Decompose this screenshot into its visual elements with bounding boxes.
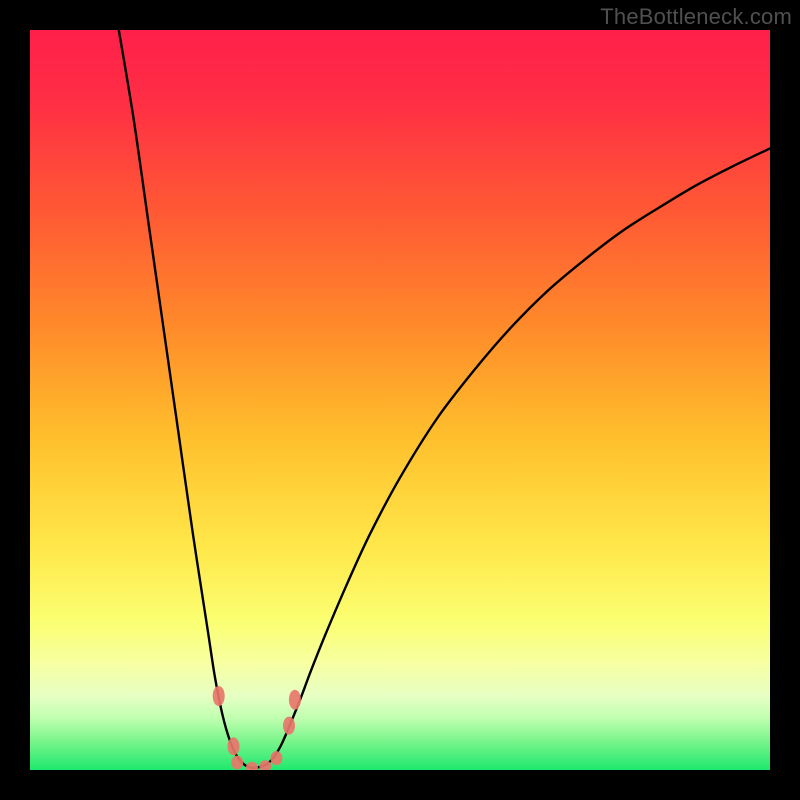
plot-area: [30, 30, 770, 770]
chart-container: TheBottleneck.com: [0, 0, 800, 800]
watermark-text: TheBottleneck.com: [600, 4, 792, 30]
data-marker: [289, 690, 301, 710]
data-marker: [270, 751, 282, 765]
data-marker: [228, 737, 240, 755]
data-marker: [231, 756, 243, 770]
data-marker: [213, 686, 225, 706]
gradient-background: [30, 30, 770, 770]
bottleneck-chart-svg: [30, 30, 770, 770]
data-marker: [283, 717, 295, 735]
